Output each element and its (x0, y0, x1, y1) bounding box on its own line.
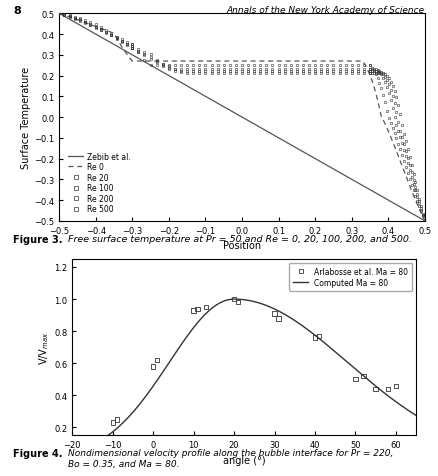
Text: Figure 3.: Figure 3. (13, 234, 63, 244)
Arlabosse et al. Ma = 80 (352, 376, 359, 383)
Computed Ma = 80 (236, 297, 241, 302)
Computed Ma = 80 (275, 308, 280, 314)
Arlabosse et al. Ma = 80 (202, 304, 209, 311)
Computed Ma = 80 (232, 297, 237, 302)
Arlabosse et al. Ma = 80 (190, 307, 197, 315)
Arlabosse et al. Ma = 80 (113, 416, 120, 423)
Computed Ma = 80 (413, 413, 419, 418)
Line: Computed Ma = 80: Computed Ma = 80 (72, 299, 416, 453)
Legend: Zebib et al., Re 0, Re 20, Re 100, Re 200, Re 500: Zebib et al., Re 0, Re 20, Re 100, Re 20… (67, 151, 133, 216)
Computed Ma = 80 (406, 408, 411, 414)
Computed Ma = 80 (256, 300, 261, 306)
Arlabosse et al. Ma = 80 (392, 382, 399, 390)
Arlabosse et al. Ma = 80 (150, 363, 157, 370)
Arlabosse et al. Ma = 80 (230, 296, 237, 303)
Arlabosse et al. Ma = 80 (372, 385, 379, 393)
X-axis label: Position: Position (223, 241, 261, 251)
Text: Annals of the New York Academy of Science: Annals of the New York Academy of Scienc… (227, 6, 425, 15)
Arlabosse et al. Ma = 80 (194, 305, 201, 313)
Arlabosse et al. Ma = 80 (235, 299, 242, 307)
Arlabosse et al. Ma = 80 (311, 334, 318, 342)
Legend: Arlabosse et al. Ma = 80, Computed Ma = 80: Arlabosse et al. Ma = 80, Computed Ma = … (289, 263, 412, 291)
Text: 8: 8 (13, 6, 21, 16)
Text: Nondimensional velocity profile along the bubble interface for Pr = 220,
Bo = 0.: Nondimensional velocity profile along th… (68, 448, 393, 468)
Y-axis label: Surface Temperature: Surface Temperature (21, 67, 31, 169)
Y-axis label: V/V$_{max}$: V/V$_{max}$ (38, 331, 51, 364)
Arlabosse et al. Ma = 80 (154, 357, 161, 364)
Arlabosse et al. Ma = 80 (315, 332, 322, 340)
Computed Ma = 80 (70, 450, 75, 456)
Arlabosse et al. Ma = 80 (275, 315, 282, 322)
Text: Free surface temperature at Pr = 50 and Re = 0, 20, 100, 200, and 500.: Free surface temperature at Pr = 50 and … (68, 234, 412, 243)
Text: Figure 4.: Figure 4. (13, 448, 63, 458)
Computed Ma = 80 (352, 366, 357, 372)
Arlabosse et al. Ma = 80 (384, 385, 391, 393)
Arlabosse et al. Ma = 80 (109, 419, 116, 426)
Arlabosse et al. Ma = 80 (360, 373, 367, 380)
Arlabosse et al. Ma = 80 (271, 310, 278, 317)
Computed Ma = 80 (233, 297, 239, 302)
X-axis label: angle (°): angle (°) (223, 455, 265, 465)
